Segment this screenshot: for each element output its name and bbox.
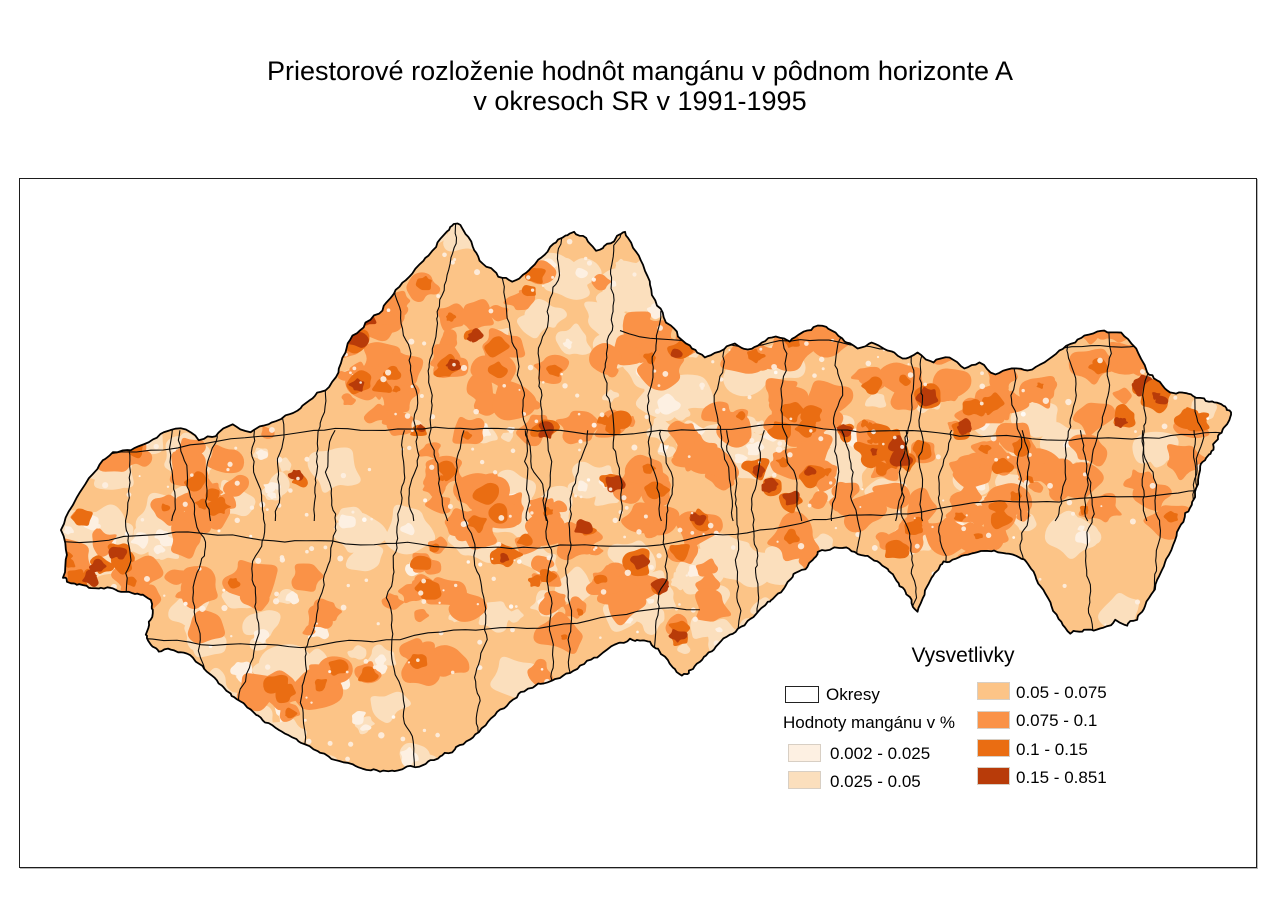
legend-class-label: 0.15 - 0.851 <box>1016 768 1107 787</box>
map-title: Priestorové rozloženie hodnôt mangánu v … <box>0 56 1280 116</box>
legend-class-label: 0.002 - 0.025 <box>830 744 931 763</box>
legend-swatch <box>977 739 1010 757</box>
map-title-line1: Priestorové rozloženie hodnôt mangánu v … <box>267 56 1013 86</box>
legend-swatch <box>977 682 1010 700</box>
legend-class-label: 0.05 - 0.075 <box>1016 683 1107 702</box>
slovakia-manganese-map <box>60 222 1232 773</box>
map-title-line2: v okresoch SR v 1991-1995 <box>473 86 807 116</box>
districts-label: Okresy <box>826 685 880 704</box>
legend-swatch <box>977 767 1010 785</box>
layer-label: Hodnoty mangánu v % <box>783 713 955 732</box>
legend-class-label: 0.075 - 0.1 <box>1016 711 1098 730</box>
legend-class-label: 0.025 - 0.05 <box>830 772 921 791</box>
legend-title: Vysvetlivky <box>911 644 1015 667</box>
districts-outline-swatch <box>785 686 819 703</box>
legend-swatch <box>977 711 1010 729</box>
map-frame <box>19 178 1257 868</box>
legend-class-label: 0.1 - 0.15 <box>1016 740 1088 759</box>
legend-swatch <box>788 744 821 762</box>
legend-swatch <box>788 771 821 789</box>
